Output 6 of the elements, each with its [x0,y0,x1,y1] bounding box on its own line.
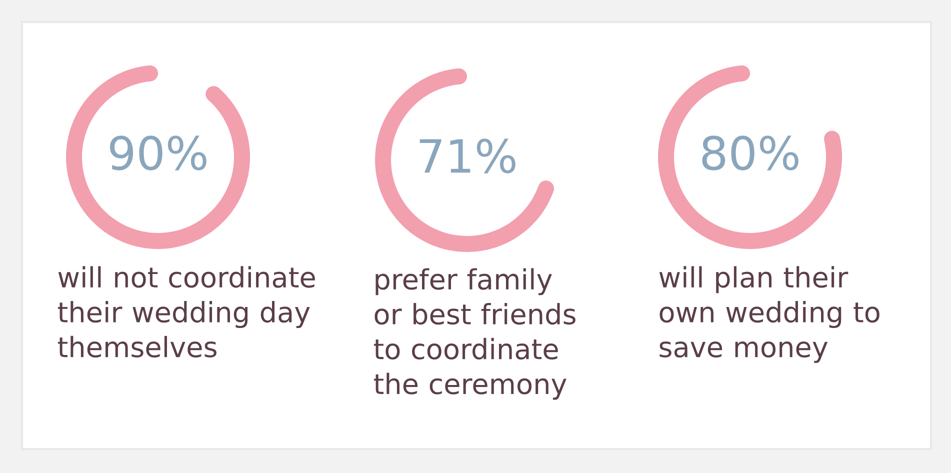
slice-label: will plan their own wedding to save money [659,266,880,363]
slice-label: will not coordinate their wedding day themselves [58,266,315,358]
data-label: 71% [420,138,516,174]
data-label: 90% [110,136,206,170]
slice-label: prefer family or best friends to coordinate the ceremony [374,268,576,400]
data-label: 80% [702,136,798,170]
